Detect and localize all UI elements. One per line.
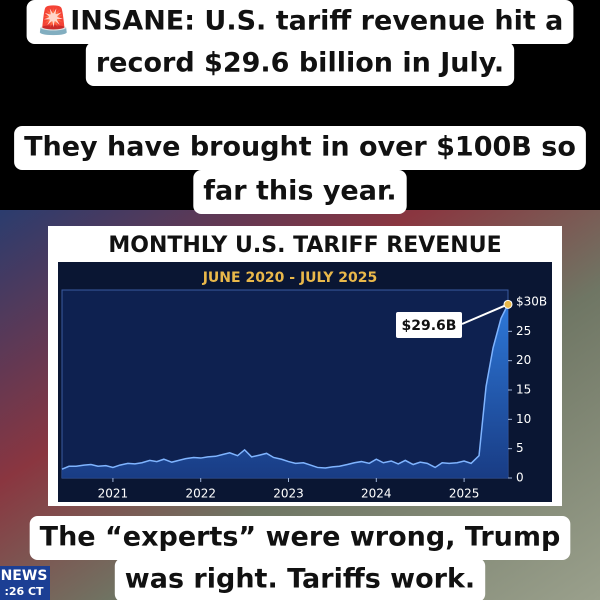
y-tick-label: $30B <box>516 295 547 309</box>
x-tick-label: 2024 <box>361 487 392 501</box>
caption-line: 🚨INSANE: U.S. tariff revenue hit a <box>37 5 564 37</box>
annotation: $29.6B <box>402 318 457 334</box>
annotation-box <box>396 312 462 338</box>
x-tick-label: 2021 <box>98 487 129 501</box>
caption-box <box>14 126 586 170</box>
x-tick-label: 2022 <box>185 487 216 501</box>
caption-box <box>29 516 571 560</box>
end-point <box>503 299 513 309</box>
y-tick-label: 25 <box>516 324 531 338</box>
logo-time: :26 CT <box>4 585 44 598</box>
x-tick-label: 2023 <box>273 487 304 501</box>
caption-box <box>193 170 407 214</box>
caption-line: They have brought in over $100B so <box>24 132 576 163</box>
line <box>61 304 509 470</box>
caption-line: far this year. <box>203 176 396 207</box>
x-tick-label: 2025 <box>449 487 480 501</box>
chart-subtitle: JUNE 2020 - JULY 2025 <box>202 270 378 286</box>
y-tick-label: 15 <box>516 383 531 397</box>
caption-box <box>26 0 574 44</box>
annotation-leader <box>461 303 509 325</box>
y-tick-label: 20 <box>516 353 531 367</box>
y-tick-label: 10 <box>516 412 531 426</box>
caption-line: record $29.6 billion in July. <box>96 48 504 79</box>
y-tick-label: 5 <box>516 441 524 455</box>
logo <box>0 566 50 600</box>
caption-box <box>114 558 486 600</box>
caption-line: was right. Tariffs work. <box>125 564 475 595</box>
caption-line: The “experts” were wrong, Trump <box>40 522 561 553</box>
chart-title: MONTHLY U.S. TARIFF REVENUE <box>108 233 501 258</box>
logo-brand: NEWS <box>1 568 48 584</box>
caption-box <box>85 42 515 86</box>
y-tick-label: 0 <box>516 471 524 485</box>
